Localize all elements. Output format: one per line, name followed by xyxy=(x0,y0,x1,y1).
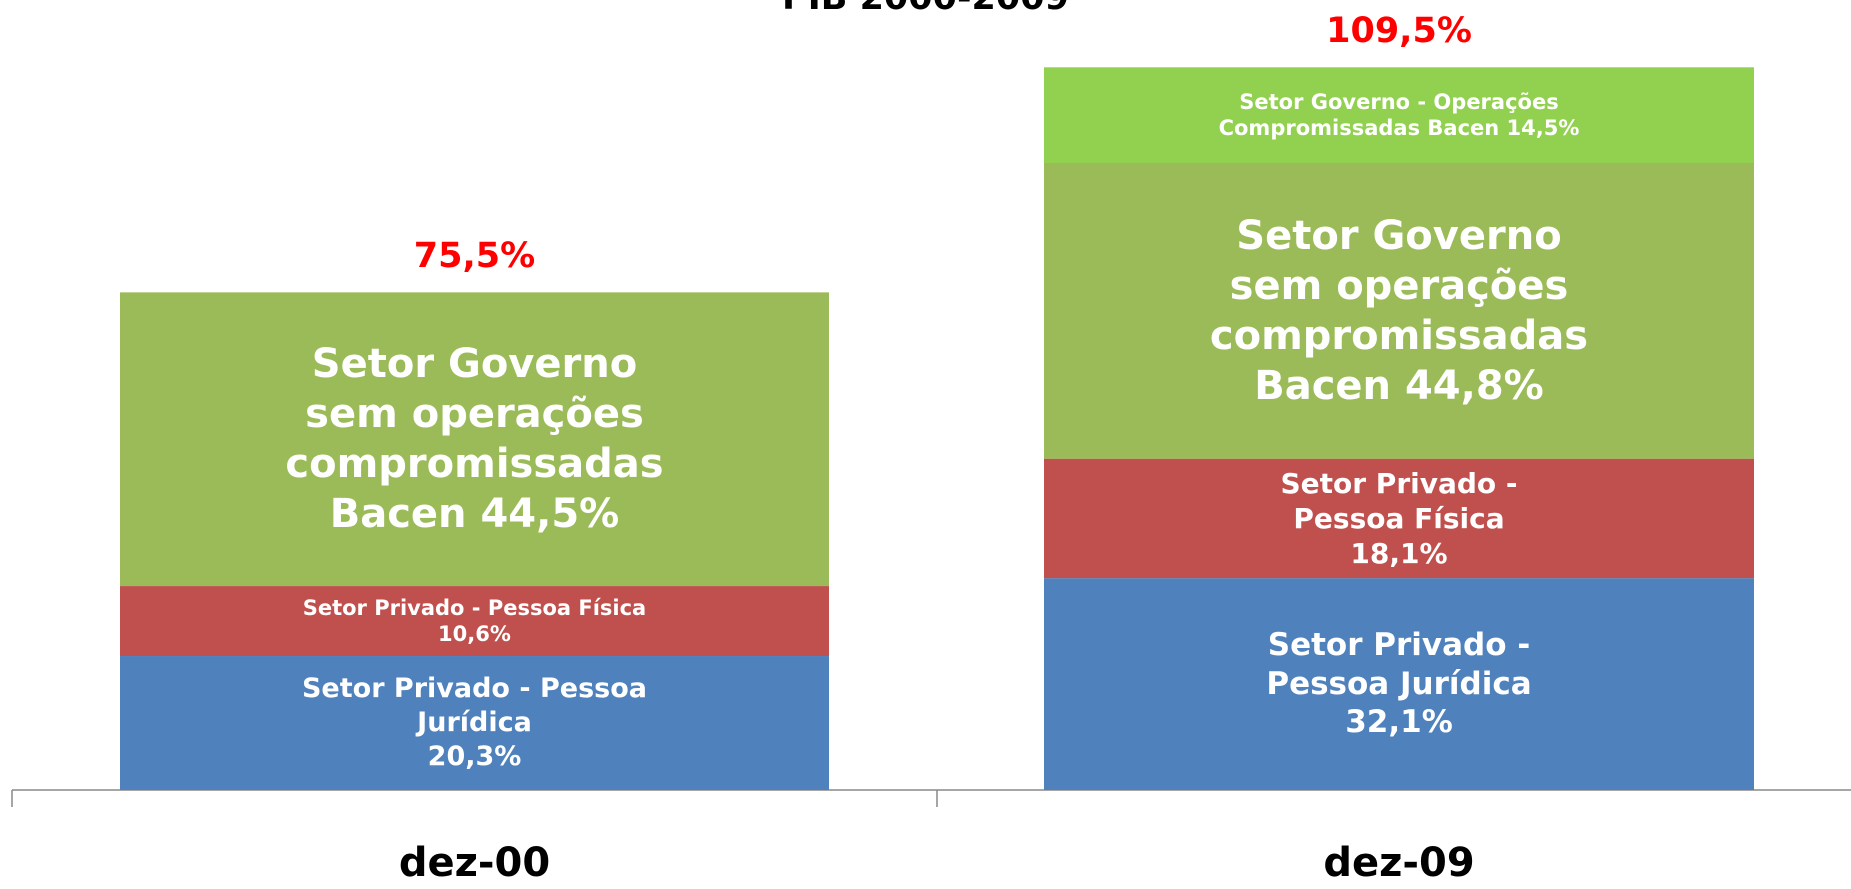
bar-segment xyxy=(120,586,829,657)
segment-label: Setor Privado - Pessoa Jurídica 32,1% xyxy=(1264,578,1534,790)
bar-segment xyxy=(1044,163,1754,459)
bar-segment xyxy=(1044,458,1754,579)
segment-label: Setor Privado - Pessoa Física 10,6% xyxy=(280,586,670,656)
segment-label-text: Setor Privado - Pessoa Física 10,6% xyxy=(303,595,647,648)
series-name: Setor Governo sem operações compromissad… xyxy=(285,341,664,538)
bar-segment xyxy=(1044,67,1754,163)
value-label: 14,5% xyxy=(1506,116,1580,141)
value-label: 32,1% xyxy=(1345,704,1453,741)
value-label: 10,6% xyxy=(438,622,511,647)
series-name: Setor Privado - Pessoa Jurídica xyxy=(1266,626,1532,702)
series-name: Setor Privado - Pessoa Física xyxy=(302,595,647,620)
segment-label: Setor Governo - Operações Compromissadas… xyxy=(1204,67,1595,163)
value-label: 18,1% xyxy=(1350,536,1448,570)
segment-label-text: Setor Privado - Pessoa Jurídica 32,1% xyxy=(1264,626,1534,742)
segment-label-text: Setor Privado - Pessoa Jurídica 20,3% xyxy=(297,672,652,773)
segment-label: Setor Governo sem operações compromissad… xyxy=(285,292,663,586)
segment-label: Setor Privado - Pessoa Física 18,1% xyxy=(1222,459,1577,578)
bar-segment xyxy=(120,292,829,587)
segment-label-text: Setor Governo sem operações compromissad… xyxy=(285,339,663,539)
chart-title: PIB 2000-2009 xyxy=(0,0,1851,18)
segment-label: Setor Privado - Pessoa Jurídica 20,3% xyxy=(297,656,652,790)
segment-label: Setor Governo sem operações compromissad… xyxy=(1210,163,1588,459)
segment-label-text: Setor Privado - Pessoa Física 18,1% xyxy=(1222,466,1577,571)
series-name: Setor Privado - Pessoa Jurídica xyxy=(301,673,647,739)
segment-label-text: Setor Governo sem operações compromissad… xyxy=(1210,211,1588,411)
x-tick-label: dez-09 xyxy=(1323,840,1475,886)
series-name: Setor Governo sem operações compromissad… xyxy=(1209,212,1589,409)
series-name: Setor Governo - Operações Compromissadas… xyxy=(1218,89,1559,141)
series-name: Setor Privado - Pessoa Física xyxy=(1280,466,1518,535)
value-label: 20,3% xyxy=(427,740,522,772)
bar-segment xyxy=(120,656,829,790)
segment-label-text: Setor Governo - Operações Compromissadas… xyxy=(1204,89,1595,142)
value-label: 44,5% xyxy=(480,491,620,538)
value-label: 44,8% xyxy=(1404,362,1544,409)
total-label: 75,5% xyxy=(413,235,536,276)
total-label: 109,5% xyxy=(1326,11,1472,52)
x-tick-label: dez-00 xyxy=(398,840,551,886)
bar-segment xyxy=(1044,578,1754,790)
